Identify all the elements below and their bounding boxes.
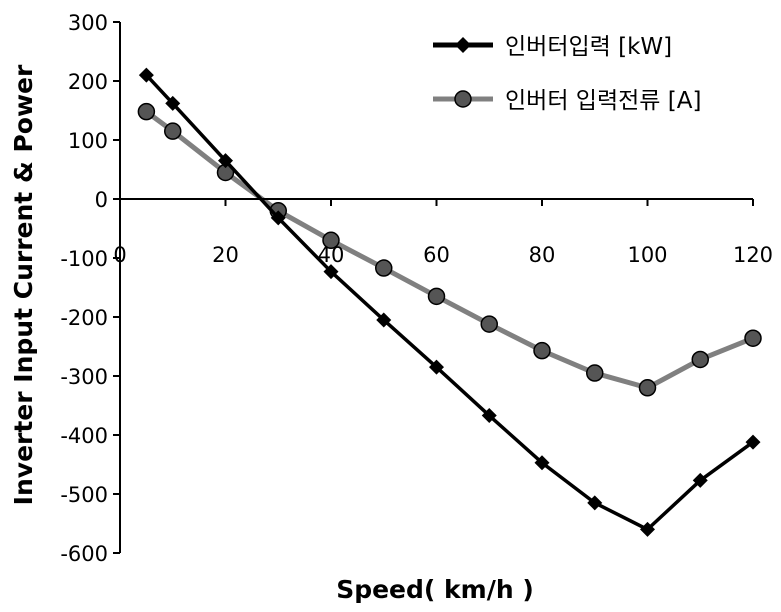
y-axis-title: Inverter Input Current & Power [9,64,38,505]
data-point-current [375,259,393,277]
x-tick-label: 0 [113,243,126,267]
y-tick-label: -300 [60,365,108,389]
y-tick-label: -200 [60,306,108,330]
x-tick-label: 20 [212,243,239,267]
data-point-current [164,122,182,140]
y-ticks: 300 200 100 0 -100 -200 -300 -400 -500 -600 [60,11,120,566]
y-tick-label: 200 [68,70,108,94]
data-point-current [137,102,156,121]
data-point-current [480,315,498,333]
data-point-power [270,210,286,226]
data-point-power [429,359,444,375]
x-tick-label: 60 [423,243,450,267]
data-point-power [138,67,154,83]
data-point-power [640,521,655,537]
x-tick-label: 100 [627,243,667,267]
data-point-current [744,329,762,347]
y-tick-label: 0 [95,188,108,212]
y-tick-label: -600 [60,542,108,566]
y-tick-label: 300 [68,11,108,35]
x-ticks: 0 20 40 60 80 100 120 [113,199,773,267]
data-point-current [638,379,657,397]
legend: 인버터입력 [kW] 인버터 입력전류 [A] [433,34,701,114]
legend-marker-power [455,37,471,53]
data-point-power [587,495,603,511]
data-point-current [533,341,551,360]
x-tick-label: 40 [318,243,345,267]
legend-item-power: 인버터입력 [kW] [433,34,672,60]
data-point-power [481,408,497,424]
y-tick-label: -400 [60,424,108,448]
y-tick-label: -500 [60,483,108,507]
data-point-power [323,264,339,280]
legend-item-current: 인버터 입력전류 [A] [433,88,701,114]
legend-label-power: 인버터입력 [kW] [505,34,672,60]
data-point-power [165,95,181,111]
series-layer [137,67,762,537]
y-tick-label: 100 [68,129,108,153]
data-point-power [218,153,233,169]
data-point-current [586,364,604,382]
legend-label-current: 인버터 입력전류 [A] [505,88,701,114]
data-point-current [691,350,709,369]
y-tick-label: -100 [60,247,108,271]
data-point-current [427,287,446,306]
x-axis-title: Speed( km/h ) [336,575,534,604]
x-tick-label: 120 [733,243,773,267]
data-point-power [692,472,708,488]
data-point-power [534,455,550,471]
x-tick-label: 80 [529,243,556,267]
data-point-power [745,434,761,450]
data-point-current [322,231,340,250]
legend-marker-current [454,90,472,108]
data-point-power [376,312,392,328]
